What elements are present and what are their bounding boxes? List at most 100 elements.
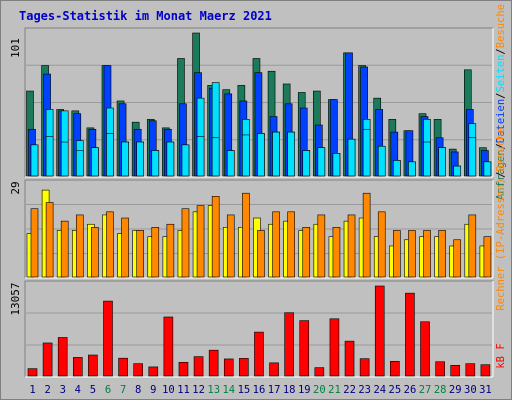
bar-besuche-mid [45, 202, 54, 278]
bar-besuche-top [181, 144, 190, 177]
bar-besuche-mid [483, 236, 492, 278]
bar-besuche-top [347, 138, 356, 177]
bar-besuche-top [453, 165, 462, 177]
day-label: 15 [238, 384, 251, 396]
bar-kb [374, 285, 385, 377]
bar-besuche-top [483, 161, 492, 177]
bar-besuche-mid [121, 217, 129, 278]
bar-besuche-top [136, 141, 144, 177]
day-label: 20 [313, 384, 326, 396]
bar-kb [284, 312, 294, 377]
day-label: 19 [298, 384, 311, 396]
bar-besuche-top [377, 145, 386, 177]
bar-kb [163, 316, 174, 377]
legend-mid-part: Besuche [495, 127, 507, 171]
day-label: 22 [343, 384, 356, 396]
day-label: 25 [389, 384, 402, 396]
bar-besuche-mid [30, 208, 39, 278]
bar-besuche-top [226, 150, 235, 177]
bar-besuche-mid [453, 239, 462, 278]
bar-kb [269, 362, 279, 377]
bar-besuche-top [468, 137, 477, 177]
bar-besuche-top [151, 150, 160, 177]
bar-besuche-mid [438, 230, 446, 278]
bar-besuche-mid [60, 220, 69, 278]
day-label: 18 [283, 384, 296, 396]
day-label: 1 [29, 384, 35, 396]
day-label: 5 [90, 384, 96, 396]
legend-top-part: Anfragen [495, 149, 507, 200]
bar-kb [239, 358, 249, 377]
bar-besuche-top [408, 161, 416, 177]
bar-besuche-mid [468, 214, 477, 278]
bar-kb [42, 342, 53, 377]
bar-kb [72, 357, 83, 377]
bar-besuche-mid [393, 230, 401, 278]
bar-kb [390, 360, 400, 377]
legend-mid: Rechner (IP-Adressen)/Besuche [495, 127, 507, 310]
legend-top-part: / [495, 93, 507, 99]
bar-besuche-top [75, 150, 84, 177]
legend-bot: kB F [495, 343, 507, 368]
bar-besuche-top [196, 136, 205, 177]
bar-kb [344, 340, 355, 377]
bar-besuche-top [423, 141, 431, 177]
bar-kb [450, 364, 461, 377]
bar-besuche-mid [257, 230, 265, 278]
bar-besuche-mid [423, 230, 431, 278]
day-label: 27 [419, 384, 432, 396]
legend-top-part: Besuche [495, 4, 507, 48]
legend-mid-part: Rechner (IP-Adressen) [495, 178, 507, 311]
bar-besuche-top [242, 134, 250, 177]
bar-besuche-top [60, 141, 69, 177]
legend-top-part: Dateien [495, 99, 507, 143]
day-label: 3 [60, 384, 66, 396]
day-label: 28 [434, 384, 447, 396]
bar-besuche-mid [302, 227, 311, 278]
bar-besuche-mid [377, 211, 386, 278]
day-label: 23 [358, 384, 371, 396]
day-label: 4 [75, 384, 81, 396]
bar-kb [329, 318, 340, 377]
legend-bot-part: kB F [495, 343, 507, 368]
legend-mid-part: / [495, 172, 507, 178]
day-label: 26 [404, 384, 417, 396]
bar-besuche-top [317, 147, 326, 177]
y-max-label-top: 101 [9, 38, 22, 58]
bar-besuche-top [362, 128, 371, 177]
bar-besuche-mid [226, 214, 235, 278]
legend-top-part: / [495, 48, 507, 54]
day-label: 16 [253, 384, 266, 396]
bar-besuche-top [438, 147, 446, 177]
day-label: 24 [373, 384, 386, 396]
bar-besuche-mid [317, 214, 326, 278]
day-label: 8 [135, 384, 141, 396]
bar-besuche-top [166, 141, 175, 177]
legend-top-part: / [495, 143, 507, 149]
day-label: 30 [464, 384, 477, 396]
bar-besuche-top [106, 133, 114, 177]
bar-kb [148, 366, 159, 377]
y-max-label-bot: 13057 [9, 282, 22, 315]
bar-besuche-mid [211, 196, 220, 278]
bar-besuche-top [393, 160, 401, 177]
bar-besuche-top [121, 141, 129, 177]
bar-kb [420, 321, 430, 377]
bar-besuche-top [332, 153, 341, 177]
legend-top: Anfragen/Dateien/Seiten/Besuche [495, 4, 507, 200]
bar-kb [118, 357, 128, 377]
bar-besuche-mid [151, 227, 160, 278]
bar-kb [299, 320, 310, 377]
bar-besuche-top [287, 131, 295, 177]
day-label: 13 [207, 384, 220, 396]
day-label: 17 [268, 384, 281, 396]
bar-kb [435, 361, 445, 377]
bar-kb [208, 349, 219, 377]
day-label: 31 [479, 384, 492, 396]
bar-besuche-top [272, 131, 280, 177]
bar-besuche-mid [166, 223, 175, 278]
bar-besuche-top [211, 137, 220, 177]
day-label: 10 [162, 384, 175, 396]
bar-besuche-top [257, 133, 265, 177]
bar-besuche-top [91, 147, 99, 177]
